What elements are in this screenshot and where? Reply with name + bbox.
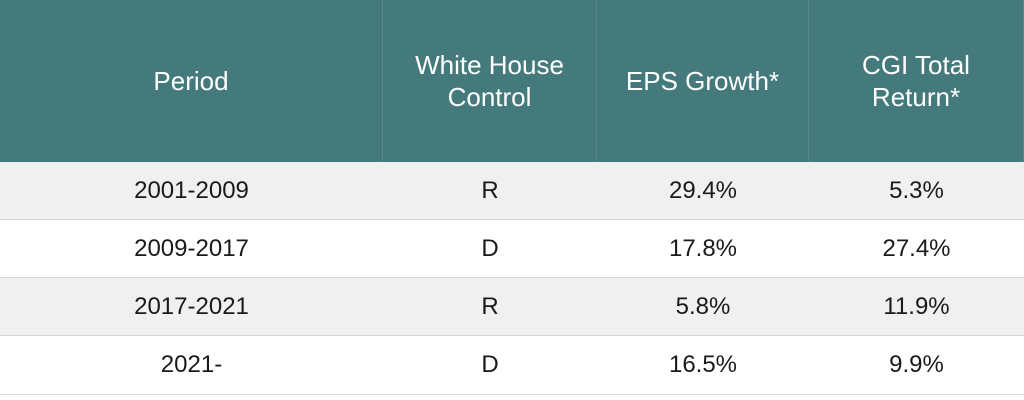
cell-cgi-total-return: 5.3% [809,162,1024,220]
cell-eps-growth: 29.4% [597,162,809,220]
cell-eps-growth: 17.8% [597,220,809,278]
cell-period: 2009-2017 [0,220,383,278]
header-period: Period [0,0,383,162]
cell-white-house-control: R [383,162,597,220]
cell-period: 2021- [0,336,383,395]
cell-cgi-total-return: 27.4% [809,220,1024,278]
cell-eps-growth: 16.5% [597,336,809,395]
cell-period: 2017-2021 [0,278,383,336]
header-eps-growth: EPS Growth* [597,0,809,162]
cell-eps-growth: 5.8% [597,278,809,336]
header-cgi-total-return: CGI Total Return* [809,0,1024,162]
cell-cgi-total-return: 9.9% [809,336,1024,395]
cell-white-house-control: R [383,278,597,336]
cell-period: 2001-2009 [0,162,383,220]
header-white-house-control: White House Control [383,0,597,162]
cell-white-house-control: D [383,220,597,278]
cell-cgi-total-return: 11.9% [809,278,1024,336]
cell-white-house-control: D [383,336,597,395]
